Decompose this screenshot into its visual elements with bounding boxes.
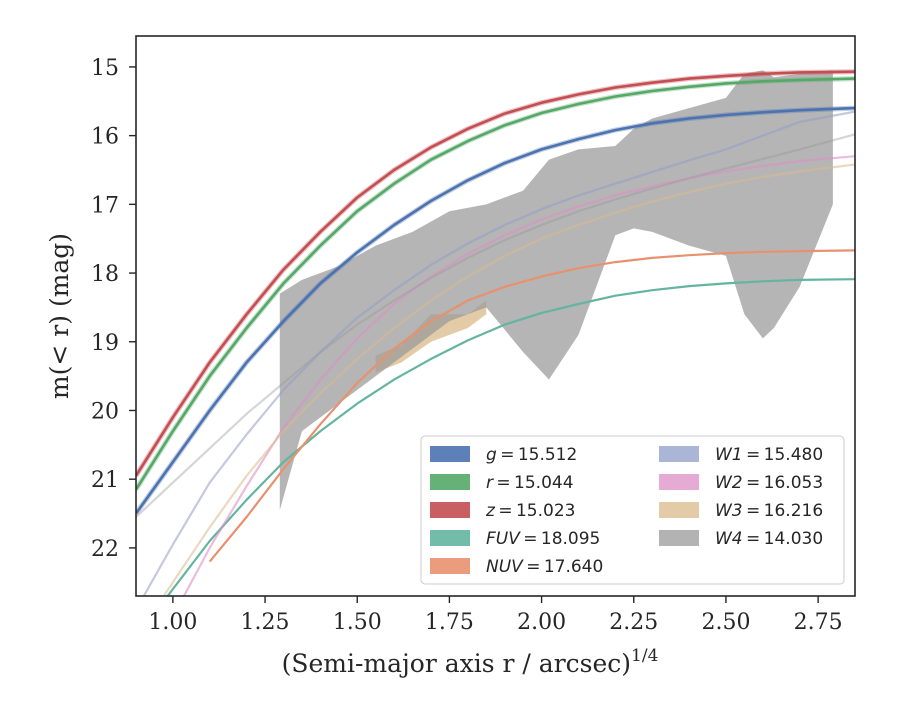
series-line-w1 xyxy=(142,110,855,596)
legend-label-z: z = 15.023 xyxy=(485,501,575,521)
shaded-bands xyxy=(279,70,833,511)
y-tick-label: 16 xyxy=(91,125,119,150)
x-tick-label: 2.50 xyxy=(701,610,750,635)
legend-label-w2: W2 = 16.053 xyxy=(715,473,823,493)
legend-label-w4: W4 = 14.030 xyxy=(715,529,823,549)
series-line-w4 xyxy=(136,133,855,518)
series-line-nuv xyxy=(208,249,855,563)
x-tick-label: 1.25 xyxy=(241,610,290,635)
y-tick-label: 17 xyxy=(91,193,119,218)
legend-entries: g = 15.512 r = 15.044 z = 15.023 FUV = 18.0… xyxy=(430,445,823,577)
legend-label-w1: W1 = 15.480 xyxy=(715,445,823,465)
legend-box xyxy=(420,435,845,585)
y-tick-label: 18 xyxy=(91,262,119,287)
x-tick-label: 1.00 xyxy=(148,610,197,635)
series-line-w3 xyxy=(162,163,855,596)
y-tick-label: 15 xyxy=(91,56,119,81)
x-tick-label: 2.25 xyxy=(609,610,658,635)
legend-swatch-nuv xyxy=(430,558,470,574)
y-tick-label: 21 xyxy=(91,468,119,493)
legend-swatch-w3 xyxy=(659,502,699,518)
legend: g = 15.512 r = 15.044 z = 15.023 FUV = 18.0… xyxy=(420,435,845,585)
y-tick-label: 19 xyxy=(91,331,119,356)
legend-swatch-w2 xyxy=(659,474,699,490)
legend-label-fuv: FUV = 18.095 xyxy=(486,529,600,549)
plot-frame xyxy=(135,35,856,597)
legend-label-nuv: NUV = 17.640 xyxy=(486,557,603,577)
x-axis-title-superscript: 1/4 xyxy=(631,646,658,666)
band-area-w4 xyxy=(279,70,833,511)
series-line-w2 xyxy=(182,155,855,596)
series-line-r xyxy=(136,77,855,491)
y-tick-label: 22 xyxy=(91,537,119,562)
legend-swatch-fuv xyxy=(430,530,470,546)
legend-label-g: g = 15.512 xyxy=(486,445,577,465)
series-line-fuv xyxy=(166,278,855,596)
series-line-g xyxy=(136,106,855,515)
legend-swatch-w4 xyxy=(659,530,699,546)
x-tick-label: 2.00 xyxy=(517,610,566,635)
x-tick-label: 1.75 xyxy=(425,610,474,635)
y-tick-label: 20 xyxy=(91,399,119,424)
x-tick-label: 2.75 xyxy=(794,610,843,635)
series-lines xyxy=(136,69,855,596)
legend-label-r: r = 15.044 xyxy=(486,473,574,493)
legend-swatch-g xyxy=(430,446,470,462)
series-line-z xyxy=(136,70,855,477)
legend-swatch-w1 xyxy=(659,446,699,462)
legend-swatch-r xyxy=(430,474,470,490)
y-axis-title: m(< r) (mag) xyxy=(45,233,74,399)
legend-swatch-z xyxy=(430,502,470,518)
x-axis-title: (Semi-major axis r / arcsec)1/4 xyxy=(282,646,659,678)
x-axis-ticks: 1.00 1.25 1.50 1.75 2.00 2.25 2.50 2.75 xyxy=(148,596,843,635)
x-tick-label: 1.50 xyxy=(333,610,382,635)
y-axis-ticks: 15 16 17 18 19 20 21 22 xyxy=(91,56,136,562)
legend-label-w3: W3 = 16.216 xyxy=(715,501,823,521)
